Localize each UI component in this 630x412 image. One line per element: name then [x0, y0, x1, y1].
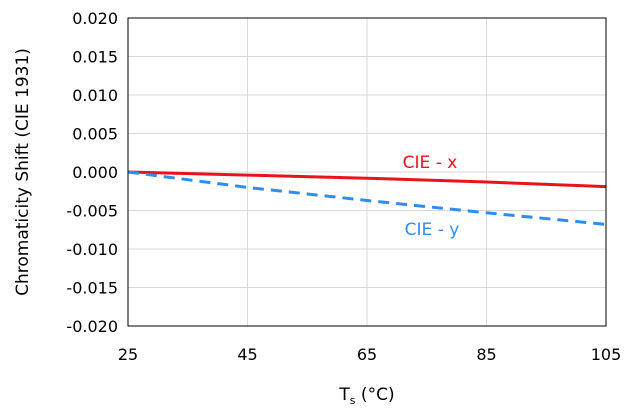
y-tick-label: -0.020 — [66, 317, 118, 336]
y-tick-label: 0.010 — [72, 86, 118, 105]
y-axis-title: Chromaticity Shift (CIE 1931) — [13, 48, 33, 296]
x-axis-title-unit: (°C) — [356, 385, 395, 405]
x-axis-title: Ts (°C) — [338, 385, 394, 407]
series-inline-labels: CIE - x CIE - y — [403, 153, 460, 240]
x-axis-title-symbol: T — [338, 385, 350, 405]
y-tick-label: 0.020 — [72, 9, 118, 28]
x-tick-label: 45 — [237, 345, 257, 364]
y-tick-label: -0.015 — [66, 279, 118, 298]
series-lines — [127, 170, 607, 226]
x-tick-label: 25 — [118, 345, 138, 364]
x-axis-title-subscript: s — [350, 394, 356, 407]
series-line-cie-y — [127, 170, 607, 226]
x-axis-tick-labels: 25 45 65 85 105 — [118, 345, 621, 364]
y-tick-label: 0.005 — [72, 125, 118, 144]
plot-area-frame — [127, 17, 607, 327]
y-axis-tick-labels: 0.020 0.015 0.010 0.005 0.000 -0.005 -0.010 -0.… — [66, 9, 118, 336]
x-tick-label: 65 — [357, 345, 377, 364]
x-tick-label: 105 — [591, 345, 622, 364]
x-tick-label: 85 — [476, 345, 496, 364]
series-label-cie-y: CIE - y — [405, 220, 460, 240]
series-label-cie-x: CIE - x — [403, 153, 458, 173]
series-line-cie-x — [127, 170, 607, 189]
y-tick-label: -0.010 — [66, 240, 118, 259]
y-tick-label: -0.005 — [66, 202, 118, 221]
y-tick-label: 0.000 — [72, 163, 118, 182]
y-tick-label: 0.015 — [72, 48, 118, 67]
